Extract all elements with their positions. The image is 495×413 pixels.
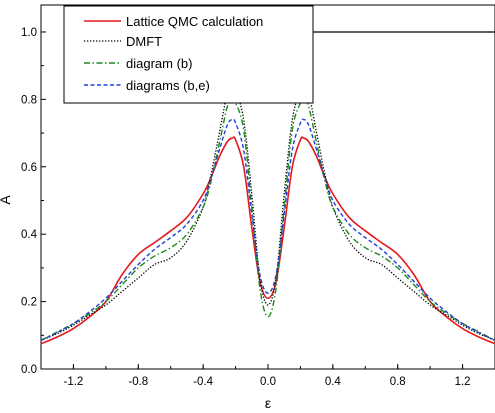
tick-layer: -1.2 -0.8 -0.4 0.0 0.4 0.8 1.2 0.0 0.2 0.4 0.6 0.8 1… [21,27,495,388]
y-axis-label: A [0,195,13,205]
series-layer [40,86,495,345]
x-tick-label: -0.4 [193,376,213,388]
series-line-2 [40,86,495,341]
y-tick-label: 0.2 [21,297,37,309]
legend-label-2: DMFT [126,34,162,49]
y-tick-label: 0.6 [21,162,37,174]
x-tick-label: -1.2 [64,376,84,388]
series-line-3 [40,98,495,341]
y-tick-label: 1.0 [21,27,37,39]
x-tick-label: 0.4 [325,376,342,388]
legend: Lattice QMC calculation DMFT diagram (b) di… [63,5,314,104]
x-tick-label: 0.0 [260,376,276,388]
legend-items: Lattice QMC calculation DMFT diagram (b) di… [84,14,263,93]
x-tick-label: 0.8 [390,376,406,388]
legend-label-3: diagram (b) [126,56,192,71]
x-tick-label: 1.2 [455,376,471,388]
y-tick-label: 0.0 [21,364,37,376]
series-line-4 [40,118,495,341]
y-tick-label: 0.4 [21,229,38,241]
legend-box [63,5,314,104]
series-line-1 [40,136,495,345]
x-tick-label: -0.8 [128,376,148,388]
legend-label-4: diagrams (b,e) [126,78,210,93]
y-tick-label: 0.8 [21,94,37,106]
x-axis-label: ε [265,395,271,411]
legend-label-1: Lattice QMC calculation [126,14,263,29]
